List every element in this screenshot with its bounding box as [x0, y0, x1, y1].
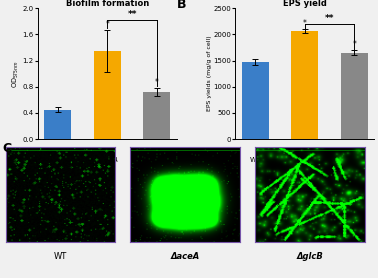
Bar [341, 53, 368, 139]
Text: ΔglcB: ΔglcB [344, 157, 364, 163]
Title: Biofilm formation: Biofilm formation [66, 0, 149, 8]
Bar [44, 110, 71, 139]
Text: C: C [2, 142, 11, 155]
Text: *: * [155, 78, 159, 87]
Text: **: ** [127, 11, 137, 19]
Text: ΔglcB: ΔglcB [147, 157, 167, 163]
Text: *: * [303, 19, 307, 28]
Text: **: ** [325, 14, 334, 24]
Text: *: * [105, 19, 109, 29]
Text: ΔaceA: ΔaceA [170, 252, 200, 261]
Y-axis label: OD$_{575nm}$: OD$_{575nm}$ [11, 60, 21, 88]
Text: WT: WT [52, 157, 63, 163]
Bar [94, 51, 121, 139]
Text: WT: WT [249, 157, 261, 163]
Bar [242, 62, 269, 139]
Y-axis label: EPS yields (mg/g of cell): EPS yields (mg/g of cell) [207, 36, 212, 111]
Text: WT: WT [54, 252, 67, 261]
Text: *: * [352, 40, 356, 49]
Text: ΔaceA: ΔaceA [96, 157, 118, 163]
Text: ΔglcB: ΔglcB [297, 252, 323, 261]
Text: B: B [177, 0, 186, 11]
Bar [291, 31, 318, 139]
Title: EPS yield: EPS yield [283, 0, 327, 8]
Text: ΔaceA: ΔaceA [294, 157, 316, 163]
Bar [143, 92, 170, 139]
